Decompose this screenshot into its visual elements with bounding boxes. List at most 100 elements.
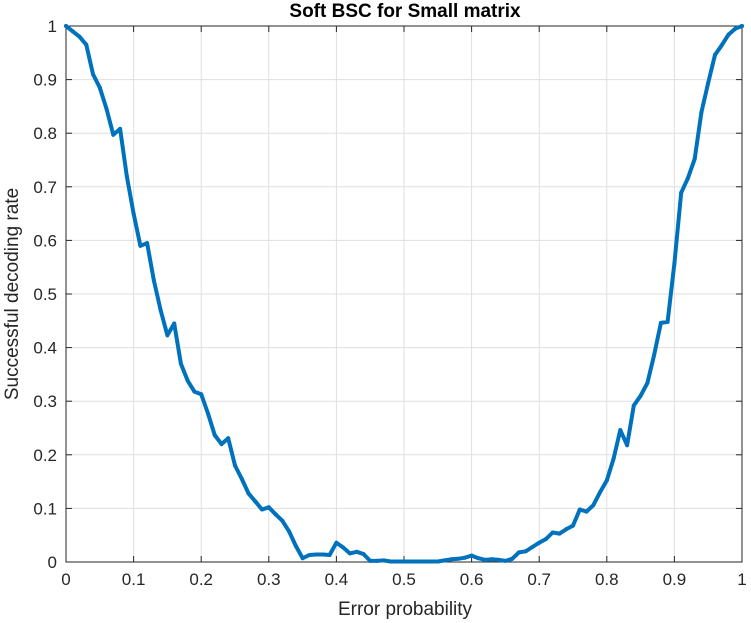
data-point <box>449 557 454 562</box>
data-point <box>233 463 237 468</box>
data-point <box>64 24 68 28</box>
data-point <box>172 321 177 326</box>
data-point <box>571 523 575 528</box>
data-point <box>226 436 231 441</box>
data-point <box>334 540 339 545</box>
data-point <box>469 553 474 558</box>
data-point <box>111 132 116 137</box>
x-tick-label: 0.4 <box>325 570 349 589</box>
data-point <box>84 42 89 47</box>
data-point <box>429 559 433 564</box>
data-point <box>672 261 677 266</box>
data-point <box>503 558 508 563</box>
data-point <box>685 176 690 181</box>
data-point <box>361 552 366 556</box>
data-point <box>151 278 156 283</box>
series-group <box>64 24 744 564</box>
data-point <box>557 531 562 536</box>
data-point <box>375 558 379 563</box>
x-tick-label: 0.7 <box>527 570 551 589</box>
data-point <box>381 558 386 563</box>
data-point <box>97 85 102 90</box>
data-point <box>327 553 332 557</box>
axis-ticks: 0 0.1 0.2 0.3 0.4 0.5 0.6 0.7 0.8 0.9 1 0 0.1 0.2 0.3 0… <box>33 17 746 589</box>
data-point <box>652 353 657 358</box>
y-tick-label: 0.4 <box>33 339 57 358</box>
x-tick-label: 0.5 <box>392 570 416 589</box>
y-tick-label: 0.1 <box>33 499 57 518</box>
data-point <box>192 389 197 394</box>
data-point <box>354 549 359 554</box>
x-tick-label: 0.1 <box>122 570 146 589</box>
data-point <box>347 551 352 556</box>
data-point <box>544 537 548 541</box>
data-point <box>273 512 278 517</box>
data-point <box>368 558 373 563</box>
data-point <box>591 503 596 508</box>
data-point <box>408 559 413 564</box>
data-point <box>118 126 123 131</box>
data-point <box>287 529 292 534</box>
data-point <box>679 190 684 195</box>
y-tick-label: 0.9 <box>33 71 57 90</box>
y-tick-label: 0.3 <box>33 392 57 411</box>
data-point <box>260 507 264 512</box>
data-point <box>740 24 744 28</box>
data-point <box>145 241 150 246</box>
data-point <box>219 442 224 447</box>
data-point <box>584 509 589 514</box>
series-points-0 <box>64 24 744 564</box>
data-point <box>713 52 717 57</box>
data-point <box>496 557 501 562</box>
y-tick-label: 0.7 <box>33 178 57 197</box>
data-point <box>631 403 636 408</box>
data-point <box>611 456 616 461</box>
data-point <box>185 378 190 383</box>
data-point <box>733 26 738 31</box>
data-point <box>91 72 95 77</box>
data-point <box>388 559 393 564</box>
data-point <box>456 556 461 561</box>
data-point <box>104 107 109 112</box>
y-axis-label: Successful decoding rate <box>2 188 23 400</box>
data-point <box>638 393 643 398</box>
data-point <box>341 545 346 550</box>
data-point <box>476 556 481 561</box>
data-point <box>706 80 711 85</box>
x-tick-label: 0.8 <box>595 570 619 589</box>
data-point <box>564 527 569 532</box>
data-point <box>489 557 494 562</box>
data-point <box>604 478 609 483</box>
grid <box>65 25 743 563</box>
data-point <box>206 411 210 416</box>
data-point <box>550 530 555 535</box>
data-point <box>212 433 217 437</box>
x-tick-label: 0 <box>61 570 70 589</box>
y-tick-label: 0.2 <box>33 446 57 465</box>
data-point <box>131 211 136 216</box>
y-tick-label: 0.6 <box>33 231 57 250</box>
data-point <box>239 476 244 481</box>
data-point <box>530 545 535 549</box>
y-tick-label: 1 <box>48 17 57 36</box>
data-point <box>483 557 488 562</box>
data-point <box>692 156 697 161</box>
x-tick-label: 1 <box>737 570 746 589</box>
data-point <box>726 32 731 37</box>
data-point <box>293 543 298 548</box>
data-point <box>307 553 312 557</box>
y-tick-label: 0.5 <box>33 285 57 304</box>
data-point <box>719 43 724 48</box>
data-point <box>537 540 542 545</box>
data-point <box>435 559 440 564</box>
data-point <box>422 559 427 564</box>
data-point <box>165 333 170 338</box>
data-point <box>395 559 400 564</box>
data-point <box>178 361 183 366</box>
data-point <box>598 490 602 495</box>
data-point <box>415 559 420 564</box>
x-axis-label: Error probability <box>338 599 473 620</box>
data-point <box>645 381 650 385</box>
x-tick-label: 0.3 <box>257 570 281 589</box>
